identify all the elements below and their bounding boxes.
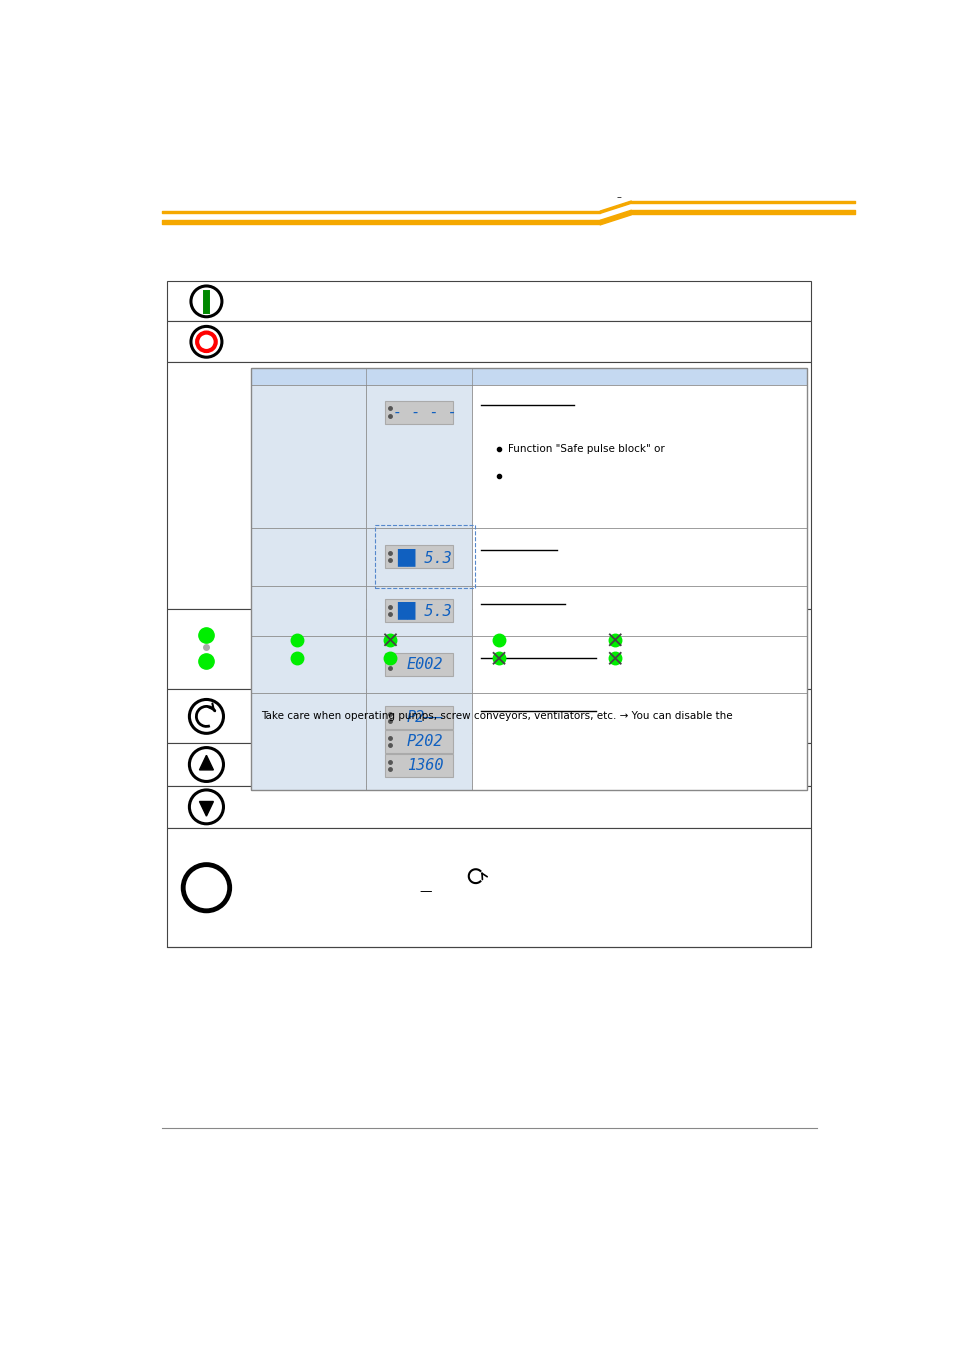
Polygon shape: [199, 802, 213, 817]
Bar: [384, 753, 453, 778]
Bar: [384, 730, 453, 753]
Bar: [251, 636, 365, 694]
Polygon shape: [199, 755, 213, 770]
Bar: [472, 528, 806, 586]
Text: ██ 5.3: ██ 5.3: [397, 602, 452, 620]
Bar: [384, 545, 453, 568]
Bar: [167, 828, 810, 948]
Bar: [384, 599, 453, 622]
Bar: [167, 321, 810, 362]
Text: –: –: [616, 192, 621, 201]
Bar: [384, 653, 453, 676]
Text: P202: P202: [406, 734, 443, 749]
Bar: [365, 528, 472, 586]
Bar: [472, 636, 806, 694]
Text: ██ 5.3: ██ 5.3: [397, 548, 452, 566]
Bar: [365, 636, 472, 694]
Bar: [167, 281, 810, 321]
Text: Take care when operating pumps, screw conveyors, ventilators, etc. → You can dis: Take care when operating pumps, screw co…: [261, 711, 732, 721]
Bar: [384, 706, 453, 729]
Bar: [251, 586, 365, 636]
Bar: [167, 786, 810, 828]
Bar: [472, 694, 806, 790]
Text: - - - -: - - - -: [393, 405, 456, 420]
Bar: [365, 586, 472, 636]
Text: 1360: 1360: [406, 757, 443, 774]
Bar: [251, 528, 365, 586]
Bar: [167, 690, 810, 744]
Text: E002: E002: [406, 657, 443, 672]
Bar: [251, 694, 365, 790]
Text: P2——: P2——: [406, 710, 443, 725]
Bar: [251, 367, 806, 385]
Bar: [251, 385, 365, 528]
Bar: [167, 362, 810, 609]
Bar: [472, 586, 806, 636]
Bar: [384, 401, 453, 424]
Bar: [472, 385, 806, 528]
Text: —: —: [418, 886, 431, 898]
Bar: [251, 367, 806, 790]
Bar: [167, 609, 810, 690]
Text: Function "Safe pulse block" or: Function "Safe pulse block" or: [508, 444, 664, 454]
Bar: [365, 694, 472, 790]
Bar: [167, 744, 810, 786]
Bar: [365, 385, 472, 528]
